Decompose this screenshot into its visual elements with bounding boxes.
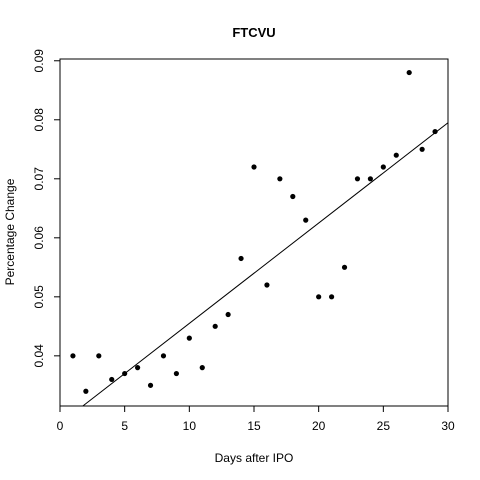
y-tick-label: 0.06 [32,226,46,250]
data-point [380,164,386,170]
y-axis-label: Percentage Change [3,178,17,285]
x-tick-label: 15 [247,419,261,433]
chart-title: FTCVU [232,25,275,40]
data-point [264,282,270,288]
data-point [70,353,76,359]
data-point [109,376,115,383]
data-point [367,176,373,182]
data-point [290,193,296,200]
data-point [316,294,322,300]
y-tick-label: 0.04 [32,344,46,368]
data-point [135,365,141,371]
y-tick-label: 0.09 [32,49,46,73]
data-points [70,69,438,394]
data-point [212,323,218,329]
data-point [251,164,257,170]
x-tick-label: 0 [57,419,64,433]
data-point [186,335,192,341]
x-axis-label: Days after IPO [215,451,294,465]
trend-line [82,122,449,407]
data-point [83,388,89,394]
data-point [419,146,425,152]
data-point [303,217,309,223]
y-tick-label: 0.07 [32,167,46,191]
data-point [341,264,348,270]
x-tick-label: 20 [312,419,326,433]
data-point [354,176,361,182]
data-point [406,69,412,76]
data-point [96,353,102,359]
x-axis: 0 5 10 15 20 25 30 [57,406,455,433]
x-tick-label: 25 [377,419,391,433]
data-point [199,365,205,371]
y-tick-label: 0.05 [32,285,46,309]
data-point [160,353,167,359]
x-tick-label: 10 [183,419,197,433]
data-point [393,152,399,158]
data-point [173,370,179,377]
data-point [122,370,128,377]
trend-line-group [82,122,449,407]
data-point [432,128,438,135]
plot-frame [59,58,449,407]
y-tick-label: 0.08 [32,108,46,132]
x-tick-label: 5 [121,419,128,433]
x-tick-label: 30 [441,419,455,433]
data-point [329,294,335,300]
y-axis: 0.04 0.05 0.06 0.07 0.08 0.09 [32,49,60,368]
data-point [277,176,283,182]
data-point [225,311,231,318]
data-point [147,382,154,388]
data-point [238,255,244,262]
